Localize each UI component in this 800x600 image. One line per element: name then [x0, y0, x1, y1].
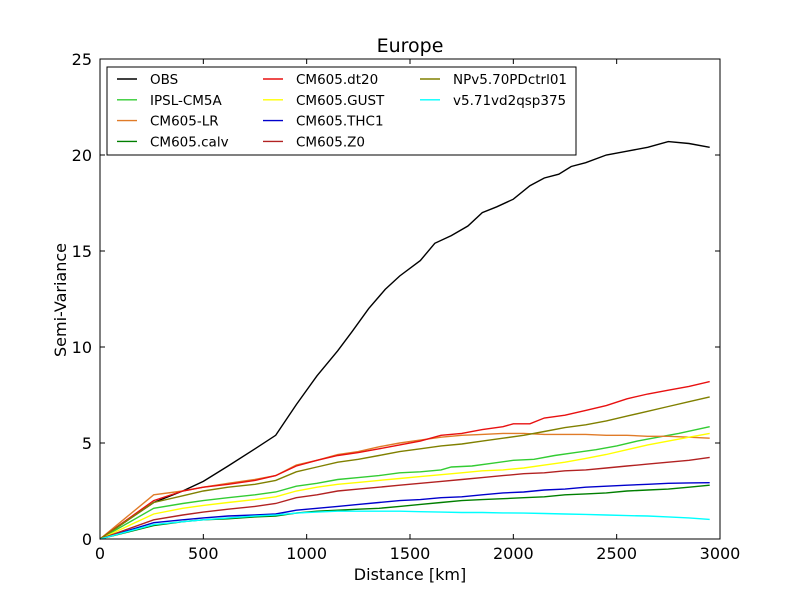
legend-entry-label: CM605.Z0: [296, 134, 365, 150]
legend-entry-label: OBS: [150, 72, 178, 88]
y-axis-label: Semi-Variance: [51, 243, 70, 357]
series-line-8: [99, 396, 710, 540]
x-tick-label: 1500: [390, 544, 431, 563]
series-line-1: [99, 426, 710, 540]
y-tick-label: 0: [82, 530, 92, 549]
y-tick-label: 15: [72, 242, 92, 261]
series-line-3: [99, 484, 710, 540]
chart-title: Europe: [377, 35, 444, 57]
series-line-5: [99, 432, 710, 540]
series-line-4: [99, 380, 710, 540]
legend-entry-label: IPSL-CM5A: [150, 93, 223, 109]
series-line-0: [99, 140, 710, 540]
y-tick-label: 20: [72, 146, 92, 165]
y-tick-label: 5: [82, 434, 92, 453]
x-tick-label: 1000: [286, 544, 327, 563]
y-tick-label: 25: [72, 50, 92, 69]
y-tick-label: 10: [72, 338, 92, 357]
series-line-6: [99, 482, 710, 540]
axes: 0 500 1000 1500 2000 2500 3000 0 5 10 15 20 25: [72, 50, 741, 563]
legend-entry-label: CM605.dt20: [296, 72, 378, 88]
legend-entry-label: CM605.THC1: [296, 114, 384, 130]
plot-area: [99, 140, 710, 540]
legend-box: [106, 66, 577, 156]
x-tick-label: 2000: [493, 544, 534, 563]
x-axis-label: Distance [km]: [354, 565, 466, 584]
legend: OBS IPSL-CM5A CM605-LR CM605.calv CM605.dt20…: [106, 66, 577, 156]
legend-entry-label: NPv5.70PDctrl01: [453, 72, 567, 88]
x-tick-label: 3000: [700, 544, 741, 563]
series-line-9: [99, 510, 710, 540]
legend-entry-label: CM605.GUST: [296, 93, 385, 109]
legend-entry-label: CM605.calv: [150, 134, 229, 150]
x-tick-label: 0: [95, 544, 105, 563]
x-tick-label: 500: [188, 544, 219, 563]
x-tick-label: 2500: [596, 544, 637, 563]
legend-entry-label: CM605-LR: [150, 114, 219, 130]
legend-entry-label: v5.71vd2qsp375: [453, 93, 566, 109]
series-line-7: [99, 456, 710, 540]
